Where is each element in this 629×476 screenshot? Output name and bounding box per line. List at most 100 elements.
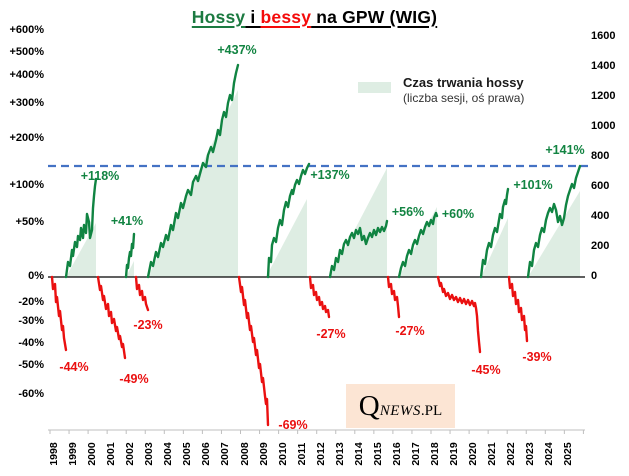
x-axis-label-year: 2003: [143, 442, 156, 466]
hossa-duration-triangle: [528, 191, 580, 277]
x-axis-label-year: 2022: [505, 442, 518, 466]
x-axis-label-year: 2018: [429, 442, 441, 466]
y-axis-label-right: 1400: [591, 60, 616, 72]
y-axis-label-right: 400: [591, 210, 610, 222]
hossa-line: [266, 162, 311, 279]
y-axis-label-left: 0%: [28, 270, 44, 282]
y-axis-label-right: 200: [591, 240, 610, 252]
legend-swatch-icon: [358, 82, 391, 93]
watermark-q: Q: [358, 390, 380, 422]
bessa-line: [237, 275, 270, 427]
loss-label: -49%: [119, 372, 149, 386]
loss-label: -44%: [59, 360, 89, 374]
y-axis-label-right: 600: [591, 180, 610, 192]
bessa-line: [386, 275, 401, 319]
y-axis-label-left: +300%: [9, 97, 44, 109]
hossa-line: [124, 232, 136, 279]
y-axis-label-left: -40%: [18, 337, 44, 349]
bessa-line: [507, 275, 529, 343]
x-axis-label-year: 2000: [86, 442, 99, 466]
x-axis-label-year: 2011: [295, 442, 308, 466]
legend-subtitle: (liczba sesji, oś prawa): [403, 91, 525, 105]
x-axis-label-year: 2004: [162, 442, 175, 466]
x-axis-label-year: 1998: [48, 442, 60, 466]
gain-label: +56%: [391, 205, 425, 219]
watermark-pl: .PL: [420, 403, 443, 419]
x-axis-label-year: 2007: [219, 442, 232, 466]
gain-label: +101%: [513, 178, 553, 192]
x-axis-label-year: 2002: [124, 442, 137, 466]
hossa-line: [526, 164, 582, 279]
x-axis-label-year: 2012: [314, 442, 327, 466]
loss-label: -27%: [316, 327, 346, 341]
y-axis-label-left: -30%: [18, 315, 44, 327]
hossa-line: [328, 219, 389, 279]
loss-label: -45%: [471, 363, 501, 377]
title-rest: na GPW (WIG): [311, 7, 438, 27]
gain-label: +118%: [80, 169, 120, 183]
hossa-duration-triangle: [266, 199, 307, 277]
x-axis-label-year: 2016: [390, 442, 403, 466]
y-axis-label-right: 800: [591, 150, 610, 162]
x-axis-label-year: 2017: [409, 442, 422, 466]
bessa-line: [436, 275, 482, 354]
x-axis-label-year: 2005: [181, 442, 194, 466]
x-axis-label-year: 2023: [524, 442, 537, 466]
y-axis-label-left: +400%: [9, 69, 44, 81]
loss-label: -23%: [133, 318, 163, 332]
bessa-line: [96, 275, 127, 360]
gain-label: +41%: [110, 214, 144, 228]
y-axis-label-left: +500%: [9, 46, 44, 58]
x-axis-label-year: 2025: [562, 442, 575, 466]
x-axis-label-year: 2013: [333, 442, 346, 466]
loss-label: -69%: [278, 418, 308, 432]
gain-label: +60%: [441, 207, 475, 221]
y-axis-label-right: 0: [591, 270, 598, 282]
legend: Czas trwania hossy (liczba sesji, oś pra…: [358, 75, 524, 105]
watermark-news: NEWS: [379, 403, 421, 419]
x-axis-label-year: 2008: [238, 442, 251, 466]
gain-label: +141%: [545, 143, 585, 157]
y-axis-label-left: -50%: [18, 359, 44, 371]
x-axis-label-year: 2020: [467, 442, 480, 466]
x-axis-label-year: 2006: [200, 442, 213, 466]
x-axis-label-year: 2014: [352, 442, 365, 466]
x-axis-label-year: 2021: [486, 442, 499, 466]
legend-title: Czas trwania hossy: [403, 75, 524, 90]
loss-label: -39%: [522, 350, 552, 364]
y-axis-label-right: 1000: [591, 120, 616, 132]
hossa-line: [479, 187, 510, 279]
x-axis-label-year: 2019: [448, 442, 461, 466]
gain-label: +437%: [217, 43, 257, 57]
y-axis-label-left: +100%: [9, 179, 44, 191]
hossa-line: [397, 211, 439, 279]
loss-label: -27%: [395, 324, 425, 338]
y-axis-label-left: -20%: [18, 296, 44, 308]
hossa-line: [64, 177, 98, 279]
y-axis-label-right: 1200: [591, 90, 616, 102]
hossa-duration-triangle: [481, 218, 508, 277]
x-axis-label-year: 2015: [371, 442, 384, 466]
bessa-line: [50, 275, 68, 352]
hossa-duration-triangle: [66, 223, 96, 277]
qnews-watermark: Q NEWS .PL: [346, 384, 455, 428]
gain-label: +137%: [310, 168, 350, 182]
title-i: i: [245, 7, 261, 27]
bessa-line: [134, 275, 150, 312]
hossa-duration-triangle: [126, 261, 134, 277]
title-bessy: bessy: [260, 7, 312, 27]
y-axis-label-left: +50%: [15, 216, 44, 228]
x-axis-label-year: 1999: [67, 442, 80, 466]
x-axis-label-year: 2010: [276, 442, 289, 466]
chart-title: Hossy i bessy na GPW (WIG): [0, 7, 629, 28]
x-axis-label-year: 2001: [105, 442, 118, 466]
hossa-line: [146, 63, 240, 279]
bessa-line: [308, 275, 331, 319]
y-axis-label-left: +600%: [9, 24, 44, 36]
x-axis-label-year: 2009: [257, 442, 270, 466]
y-axis-label-right: 1600: [591, 30, 616, 42]
title-hossy: Hossy: [191, 7, 246, 27]
hossa-duration-triangle: [330, 168, 387, 277]
